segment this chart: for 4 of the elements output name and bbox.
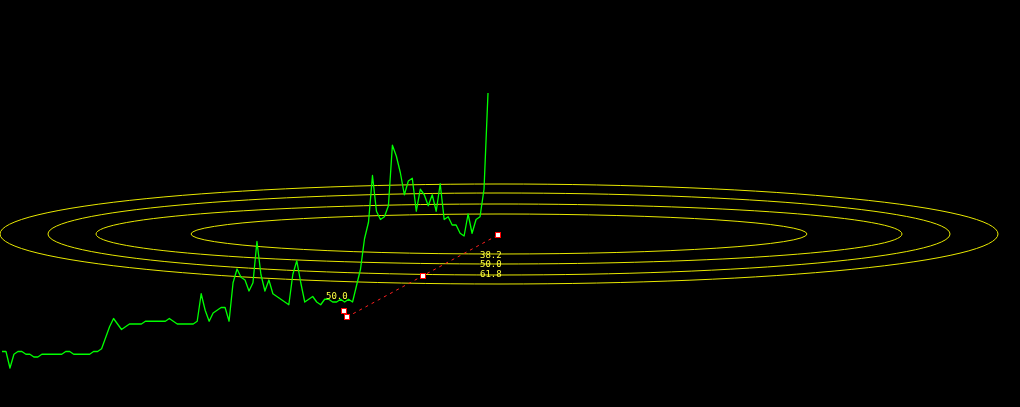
annotation: 61.8	[480, 269, 502, 279]
annotation: 38.2	[480, 250, 502, 260]
annotation: 50.0	[480, 259, 502, 269]
annotation: 50.0	[326, 291, 348, 301]
